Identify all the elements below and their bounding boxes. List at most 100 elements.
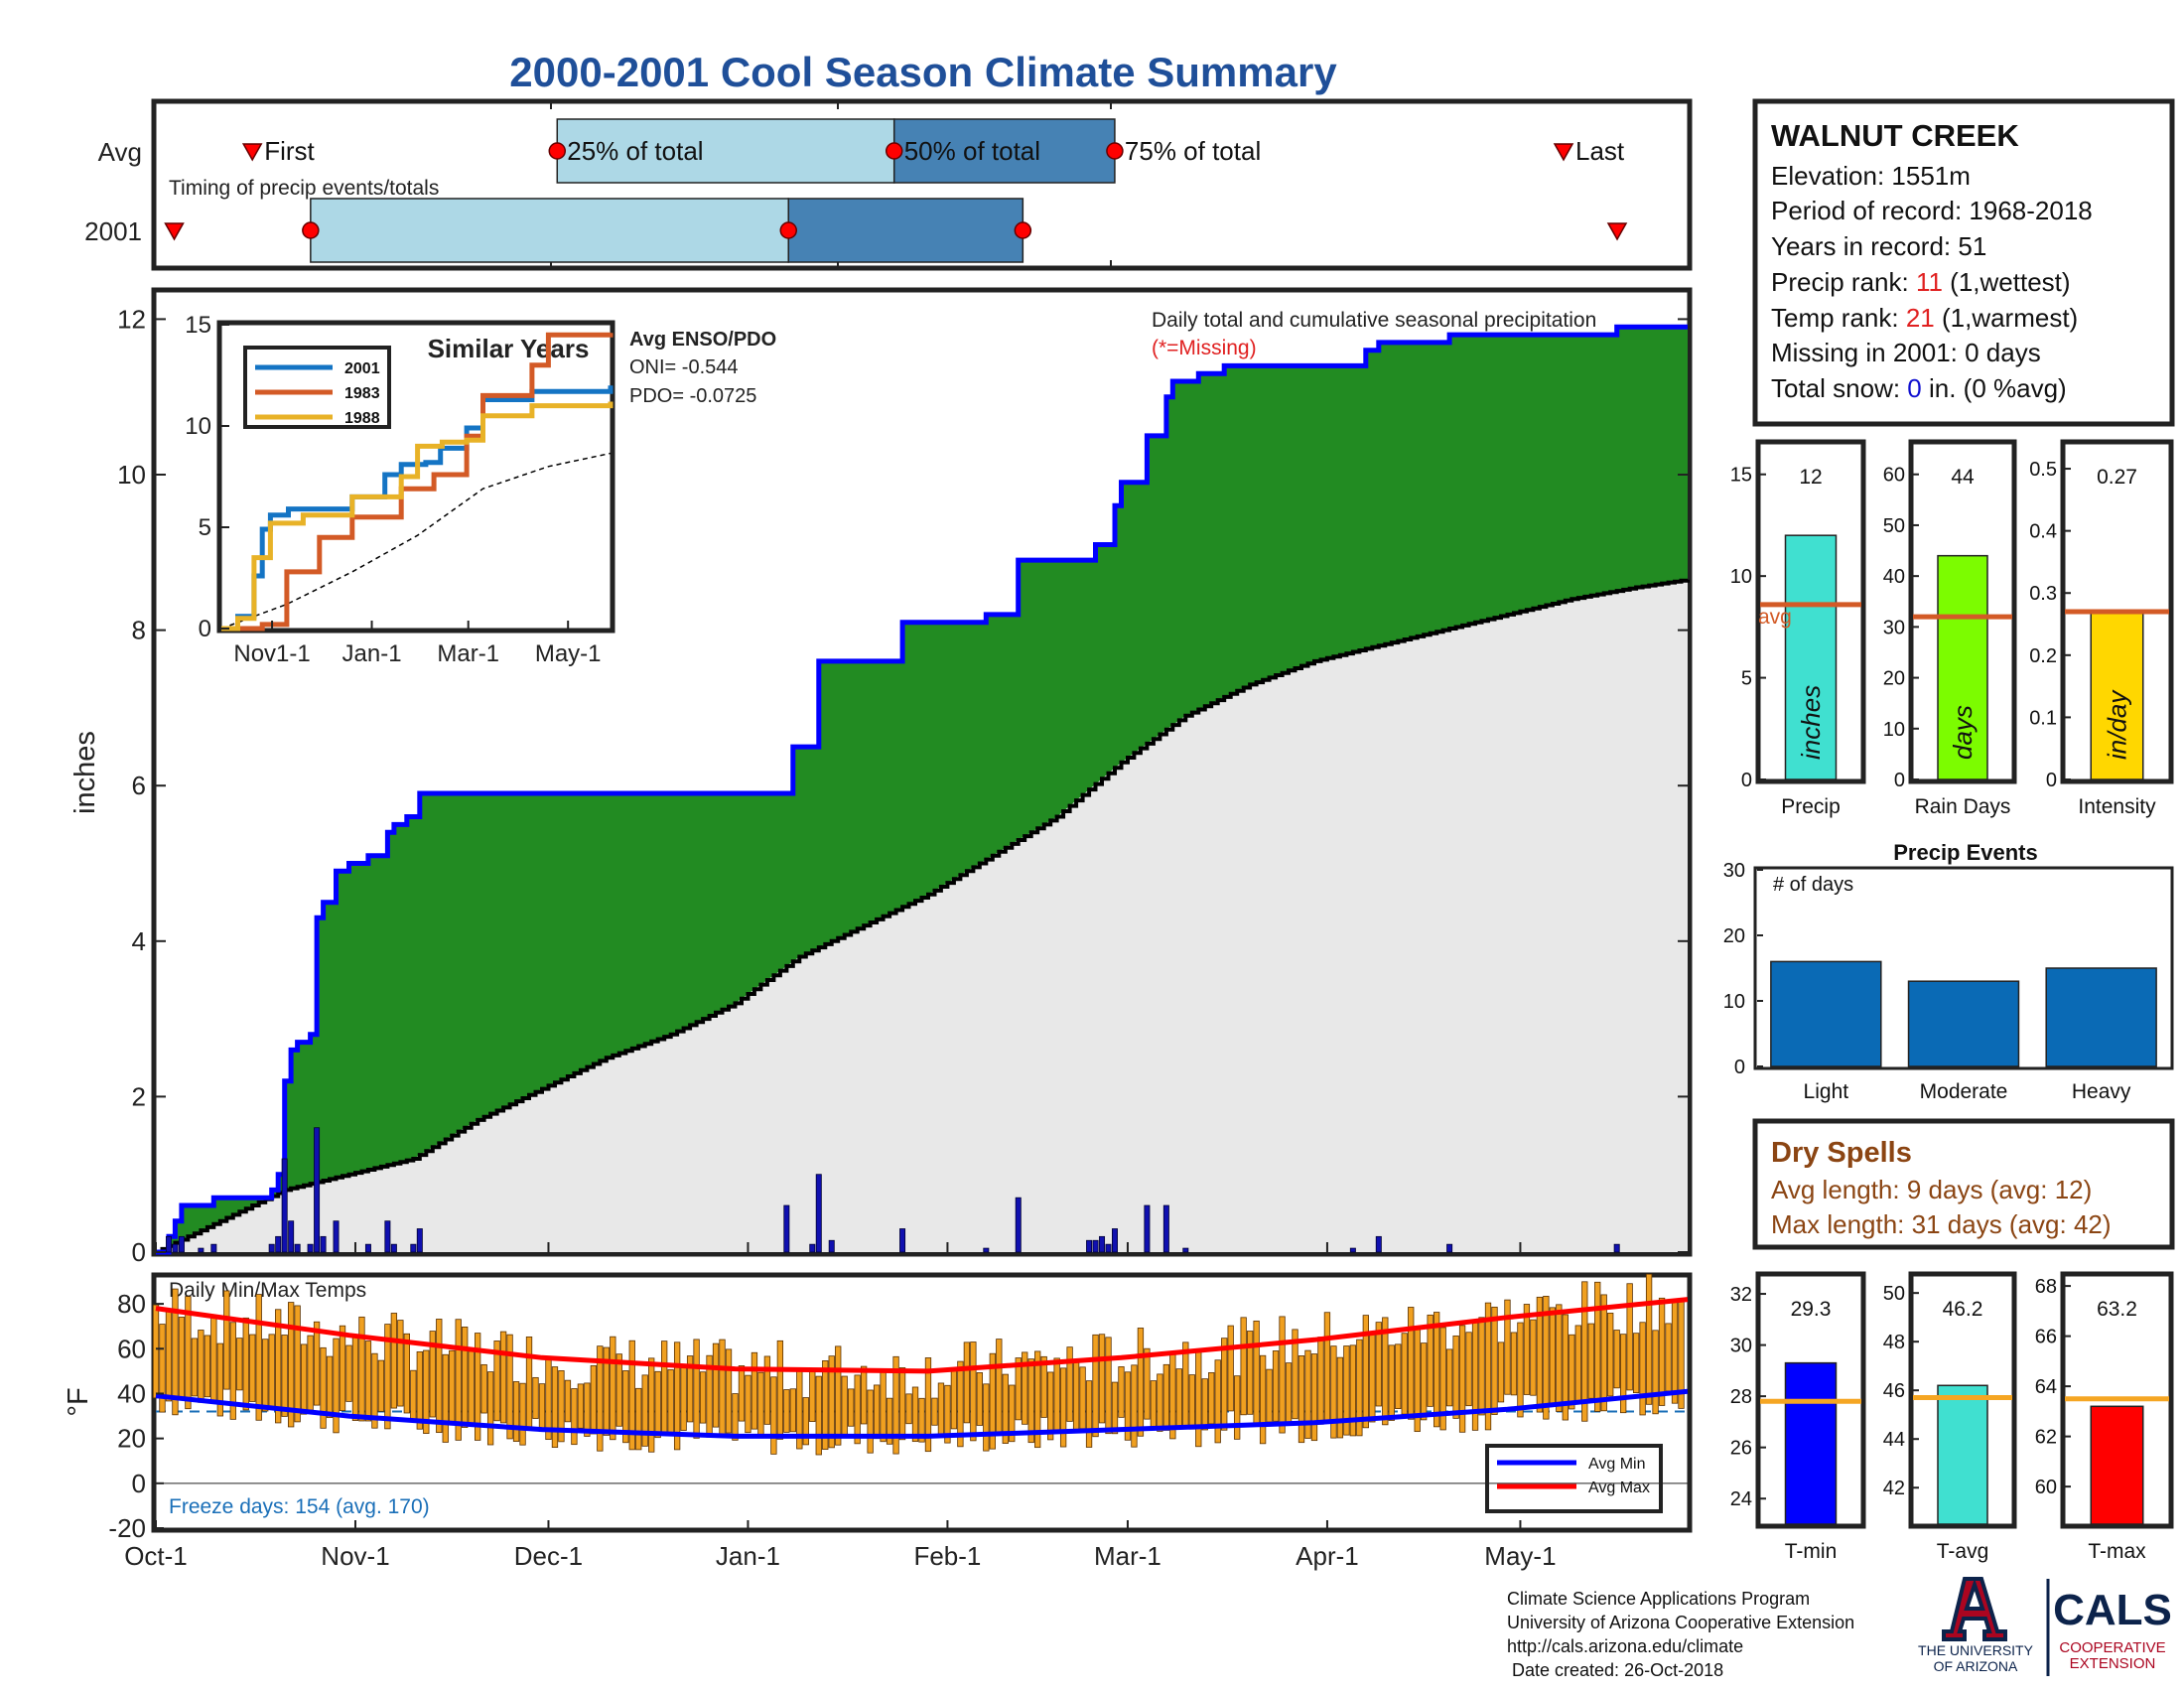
precip-events-chart: Precip Events # of days Light Moderate Hea… — [1723, 840, 2174, 1103]
daily-temp-bar — [1022, 1351, 1028, 1425]
daily-temp-bar — [210, 1317, 217, 1402]
daily-temp-bar — [1620, 1334, 1627, 1414]
station-years: Years in record: 51 — [1771, 231, 1986, 261]
daily-temp-bar — [429, 1331, 436, 1418]
daily-temp-bar — [1478, 1317, 1485, 1416]
precip-events-ytick-label: 30 — [1723, 860, 1745, 882]
daily-temp-bar — [886, 1397, 893, 1445]
daily-precip-bar — [198, 1247, 205, 1253]
daily-temp-bar — [686, 1355, 694, 1423]
daily-temp-bar — [1092, 1334, 1099, 1438]
precip-stat-label: Intensity — [2078, 795, 2156, 818]
daily-temp-bar — [1304, 1349, 1311, 1439]
daily-temp-bar — [475, 1333, 481, 1441]
timing-caption: Timing of precip events/totals — [169, 177, 439, 200]
daily-temp-bar — [223, 1290, 230, 1390]
daily-temp-bar — [564, 1379, 572, 1423]
precip-rank: Precip rank: 11 (1,wettest) — [1771, 267, 2071, 297]
daily-temp-bar — [1594, 1281, 1601, 1412]
precip-stat-ytick-label: 60 — [1883, 465, 1905, 487]
daily-precip-bar — [333, 1220, 340, 1253]
daily-temp-bar — [1645, 1273, 1653, 1405]
similar-years-inset: Similar Years 2001 1983 1988 0 5 10 15 Nov1-1 Ja… — [185, 312, 615, 667]
daily-temp-bar — [499, 1331, 507, 1424]
daily-precip-bar — [307, 1243, 314, 1253]
daily-temp-bar — [1375, 1322, 1382, 1407]
daily-temp-bar — [1652, 1330, 1659, 1415]
daily-temp-bar — [326, 1355, 334, 1419]
daily-temp-bar — [577, 1383, 585, 1429]
daily-temp-bar — [860, 1365, 868, 1425]
inset-ytick-label: 5 — [199, 514, 211, 541]
daily-temp-bar — [519, 1382, 526, 1446]
enso-block: Avg ENSO/PDO ONI= -0.544 PDO= -0.0725 — [629, 329, 776, 407]
daily-temp-bar — [699, 1371, 707, 1424]
precip-events-ytick-label: 20 — [1723, 925, 1745, 947]
daily-temp-bar — [892, 1355, 899, 1455]
university-of-arizona-logo: THE UNIVERSITY OF ARIZONA — [1918, 1577, 2034, 1674]
daily-temp-bar — [1124, 1371, 1132, 1441]
daily-temp-bar — [996, 1339, 1003, 1433]
daily-temp-bar — [416, 1350, 423, 1430]
daily-temp-bar — [1549, 1307, 1557, 1405]
daily-temp-bar — [152, 1304, 160, 1399]
daily-temp-bar — [403, 1333, 410, 1414]
daily-temp-bar — [635, 1387, 642, 1451]
daily-temp-bar — [1240, 1317, 1247, 1416]
precip-stat-value-bar — [2090, 611, 2144, 780]
daily-temp-bar — [462, 1327, 469, 1428]
daily-temp-bar — [172, 1288, 179, 1416]
daily-temp-bar — [1323, 1312, 1331, 1424]
daily-temp-bar — [654, 1370, 661, 1439]
precip-stat-unit: inches — [1796, 685, 1826, 760]
daily-precip-bar — [288, 1220, 295, 1253]
daily-precip-bar — [1182, 1247, 1189, 1253]
similar-years-legend-label: 2001 — [344, 360, 380, 377]
footer-line-1: Climate Science Applications Program — [1507, 1589, 1810, 1609]
precip-stat-ytick-label: 20 — [1883, 668, 1905, 690]
x-axis-tick-label: Oct-1 — [124, 1541, 188, 1571]
main-ytick-label: 2 — [132, 1081, 146, 1111]
temp-label: T-avg — [1937, 1540, 1989, 1563]
timing-dot-q75-Avg — [1106, 142, 1124, 160]
daily-temp-bar — [300, 1343, 308, 1415]
daily-temp-bar — [1118, 1366, 1125, 1418]
daily-temp-bar — [1259, 1354, 1267, 1445]
temps-title: Daily Min/Max Temps — [169, 1279, 366, 1302]
daily-temp-bar — [571, 1388, 578, 1446]
inset-ytick-label: 0 — [199, 616, 211, 642]
timing-row-2001-label: 2001 — [84, 216, 142, 246]
daily-precip-bar — [1015, 1197, 1022, 1253]
enso-pdo: PDO= -0.0725 — [629, 385, 756, 407]
daily-temp-bar — [1221, 1338, 1228, 1431]
daily-temp-bar — [693, 1339, 700, 1439]
daily-temp-bar — [384, 1324, 391, 1430]
daily-temp-bar — [339, 1325, 346, 1412]
similar-years-line-1983 — [221, 332, 614, 632]
timing-label-q25: 25% of total — [567, 136, 703, 166]
precip-stat-ytick-label: 15 — [1730, 465, 1752, 487]
daily-temp-bar — [159, 1324, 166, 1413]
daily-precip-bar — [281, 1158, 288, 1253]
precip-events-title: Precip Events — [1893, 840, 2038, 865]
timing-dot-q75-2001 — [1014, 221, 1032, 239]
precip-stat-value-text: 0.27 — [2097, 466, 2137, 489]
x-axis-tick-label: Dec-1 — [514, 1541, 583, 1571]
daily-temp-bar — [281, 1335, 288, 1417]
daily-temp-bar — [1137, 1328, 1145, 1437]
precip-stat-ytick-label: 0.1 — [2029, 707, 2057, 729]
daily-temp-bar — [532, 1376, 539, 1419]
main-ytick-label: 12 — [117, 304, 146, 334]
cals-logo: CALS COOPERATIVE EXTENSION — [2053, 1586, 2172, 1672]
daily-temp-bar — [1530, 1319, 1537, 1396]
precip-stat-ytick-label: 10 — [1883, 719, 1905, 741]
daily-temp-bar — [320, 1346, 327, 1429]
daily-temp-bar — [770, 1376, 777, 1455]
daily-temp-bar — [931, 1397, 938, 1426]
temp-value-text: 46.2 — [1943, 1298, 1983, 1321]
daily-temp-bar — [351, 1336, 359, 1421]
daily-temp-bar — [268, 1334, 275, 1409]
daily-temp-bar — [229, 1322, 236, 1420]
temp-value-bar — [2090, 1405, 2144, 1525]
daily-temp-bar — [480, 1363, 487, 1414]
